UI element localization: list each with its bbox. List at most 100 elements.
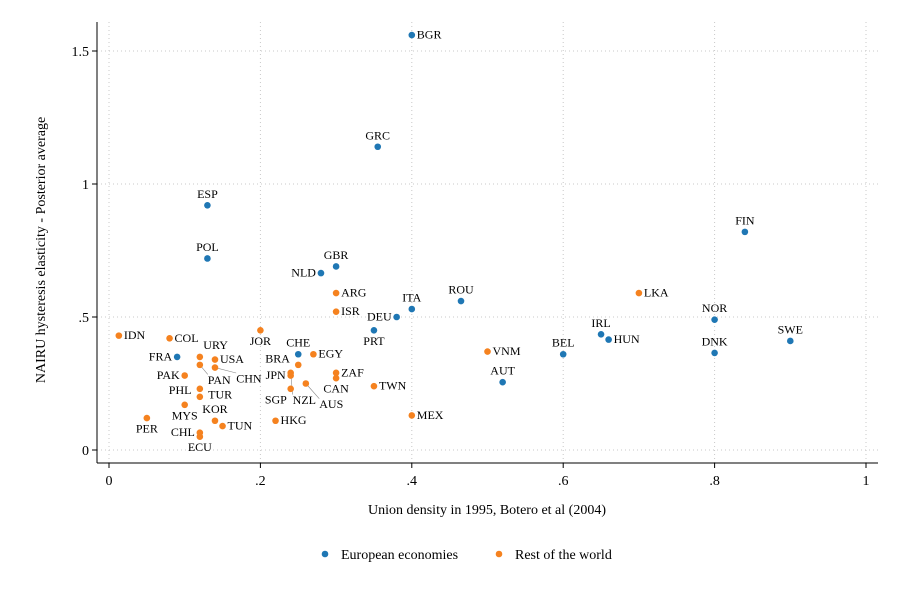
data-point-prt xyxy=(370,327,378,334)
data-point-mys xyxy=(181,401,188,409)
data-point-can xyxy=(332,374,340,382)
point-label: ISR xyxy=(341,304,360,318)
data-point-hkg xyxy=(272,417,279,425)
x-tick-label: 1 xyxy=(863,474,870,489)
point-label: GRC xyxy=(365,128,390,142)
data-point-fra xyxy=(173,353,181,361)
data-points: BGR GRC ESP POL NLD GBR DEU ITA PRT ROU AUT BEL IRL H… xyxy=(115,28,803,454)
point-label: CHL xyxy=(171,425,195,439)
data-point-phl xyxy=(196,393,204,401)
point-label: VNM xyxy=(493,344,521,358)
point-label: PRT xyxy=(363,334,385,348)
data-point-fin xyxy=(741,228,749,236)
point-label: ESP xyxy=(197,187,218,201)
data-point-bra xyxy=(294,361,302,369)
data-point-usa xyxy=(211,356,219,363)
point-label: JPN xyxy=(266,368,286,382)
data-point-zaf xyxy=(332,369,340,377)
point-label: FIN xyxy=(735,213,755,227)
leader-line xyxy=(214,367,237,374)
point-label: SGP xyxy=(265,393,287,407)
data-point-arg xyxy=(332,289,340,297)
point-label: BEL xyxy=(552,336,575,350)
y-tick-label: 1.5 xyxy=(72,45,90,60)
point-label: ITA xyxy=(402,291,421,305)
point-label: POL xyxy=(196,240,219,254)
point-label: PAN xyxy=(208,373,231,387)
data-point-per xyxy=(143,414,151,422)
data-point-hun xyxy=(605,336,612,343)
point-label: USA xyxy=(220,352,244,366)
point-label: TUN xyxy=(228,419,253,433)
axes: 0 .2 .4 .6 .8 1 0 .5 1 1.5 xyxy=(72,22,878,489)
data-point-egy xyxy=(310,350,317,358)
point-label: SWE xyxy=(778,322,803,336)
point-label: CHN xyxy=(236,372,262,386)
point-label: DEU xyxy=(367,310,392,324)
point-label: TUR xyxy=(208,387,232,401)
data-point-pan xyxy=(196,361,204,369)
point-label: JOR xyxy=(250,334,271,348)
point-label: ECU xyxy=(188,440,212,454)
y-tick-label: 1 xyxy=(82,178,89,193)
point-label: ARG xyxy=(341,286,367,300)
point-label: PHL xyxy=(169,383,192,397)
data-point-grc xyxy=(374,143,382,151)
leader-line xyxy=(305,383,320,399)
gridlines xyxy=(97,22,878,463)
point-label: HKG xyxy=(281,413,307,427)
point-label: CAN xyxy=(323,382,349,396)
point-label: TWN xyxy=(379,379,407,393)
data-point-irl xyxy=(597,330,605,338)
legend-marker xyxy=(495,550,503,558)
x-tick-label: .8 xyxy=(709,474,720,489)
data-point-nor xyxy=(711,316,718,323)
data-point-rou xyxy=(457,297,465,305)
point-label: BRA xyxy=(265,351,290,365)
point-label: AUS xyxy=(319,397,343,411)
data-point-ita xyxy=(408,305,416,313)
point-label: FRA xyxy=(149,349,173,363)
data-point-mex xyxy=(408,412,416,419)
point-label: BGR xyxy=(417,28,442,42)
point-label: NOR xyxy=(702,301,727,315)
data-point-tun xyxy=(219,422,226,430)
point-label: HUN xyxy=(614,332,640,346)
data-point-isr xyxy=(332,308,340,315)
point-label: NLD xyxy=(291,266,316,280)
data-point-ury xyxy=(196,353,204,361)
point-label: URY xyxy=(203,338,228,352)
point-label: ZAF xyxy=(341,365,364,379)
data-point-jpn xyxy=(287,372,294,379)
x-axis-label: Union density in 1995, Botero et al (200… xyxy=(368,503,606,518)
point-label: GBR xyxy=(324,248,349,262)
legend-label: Rest of the world xyxy=(515,548,612,563)
data-point-dnk xyxy=(711,349,718,357)
point-label: LKA xyxy=(644,286,669,300)
data-point-twn xyxy=(370,382,378,390)
x-tick-label: .6 xyxy=(558,474,569,489)
data-point-bgr xyxy=(408,31,416,39)
data-point-esp xyxy=(204,201,211,209)
data-point-pak xyxy=(181,372,188,379)
legend-marker xyxy=(321,550,329,558)
point-label: AUT xyxy=(490,364,515,378)
point-label: DNK xyxy=(702,334,728,348)
point-label: KOR xyxy=(202,402,227,416)
point-label: COL xyxy=(175,331,199,345)
data-point-aut xyxy=(499,378,506,386)
x-tick-label: .2 xyxy=(255,474,266,489)
legend: European economies Rest of the world xyxy=(321,548,612,563)
data-point-che xyxy=(294,350,302,358)
data-point-sgp xyxy=(287,385,294,393)
legend-label: European economies xyxy=(341,548,458,563)
data-point-nld xyxy=(317,269,325,277)
data-point-bel xyxy=(559,350,567,358)
data-point-jor xyxy=(257,327,264,334)
point-label: PAK xyxy=(157,368,180,382)
data-point-idn xyxy=(115,332,123,339)
x-tick-label: 0 xyxy=(106,474,113,489)
y-tick-label: .5 xyxy=(79,311,90,326)
